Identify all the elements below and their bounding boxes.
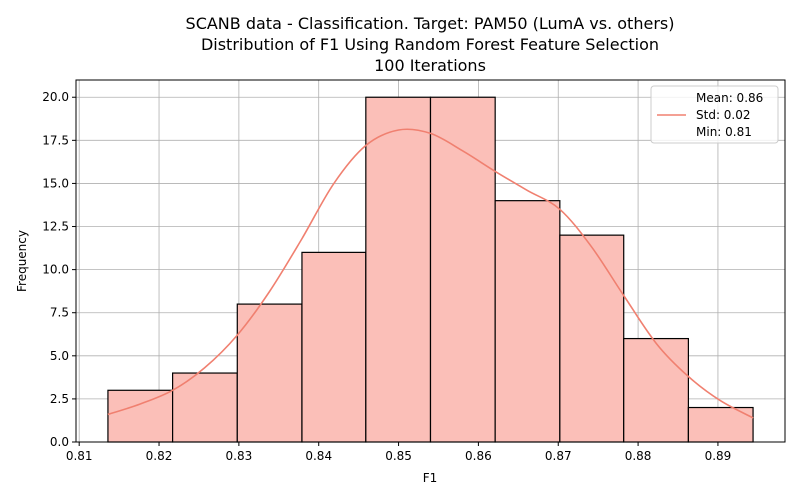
y-tick-label-6: 15.0 <box>42 176 69 190</box>
histogram-bars <box>107 96 754 443</box>
x-tick-label-5: 0.86 <box>465 449 492 463</box>
plot-frame <box>75 79 786 443</box>
histogram-bar-4 <box>365 96 432 443</box>
legend-mean: Mean: 0.86 <box>696 91 763 105</box>
histogram-bar-6 <box>494 200 561 443</box>
x-tick-label-6: 0.87 <box>545 449 572 463</box>
x-axis-label: F1 <box>423 471 438 485</box>
legend-box <box>650 85 779 144</box>
y-tick-label-2: 5.0 <box>50 349 69 363</box>
y-tick-label-5: 12.5 <box>42 220 69 234</box>
chart-title-line-2: Distribution of F1 Using Random Forest F… <box>201 35 659 54</box>
histogram-bar-2 <box>236 303 303 443</box>
y-tick-label-3: 7.5 <box>50 306 69 320</box>
y-axis-label: Frequency <box>15 230 29 292</box>
y-tick-label-8: 20.0 <box>42 90 69 104</box>
y-tick-label-1: 2.5 <box>50 392 69 406</box>
x-tick-label-1: 0.82 <box>146 449 173 463</box>
histogram-bar-3 <box>301 251 367 443</box>
x-tick-label-8: 0.89 <box>705 449 732 463</box>
chart-title-line-3: 100 Iterations <box>374 56 486 75</box>
y-axis-ticks: 0.0 2.5 5.0 7.5 10.0 12.5 15.0 17.5 20.0 <box>42 90 76 449</box>
x-axis-ticks: 0.81 0.82 0.83 0.84 0.85 0.86 0.87 0.88 0.89 <box>66 442 731 463</box>
histogram-bar-8 <box>623 337 689 443</box>
x-tick-label-3: 0.84 <box>305 449 332 463</box>
histogram-bar-0 <box>107 389 174 443</box>
kde-curve-group <box>107 128 754 419</box>
legend-std: Std: 0.02 <box>696 108 751 122</box>
x-tick-label-7: 0.88 <box>625 449 652 463</box>
histogram-bar-7 <box>559 234 625 443</box>
chart-title-line-1: SCANB data - Classification. Target: PAM… <box>186 14 675 33</box>
x-tick-label-2: 0.83 <box>226 449 253 463</box>
x-tick-label-4: 0.85 <box>385 449 412 463</box>
x-tick-label-0: 0.81 <box>66 449 93 463</box>
y-tick-label-4: 10.0 <box>42 263 69 277</box>
legend: Mean: 0.86 Std: 0.02 Min: 0.81 <box>650 85 779 144</box>
histogram-bar-5 <box>429 96 496 443</box>
legend-min: Min: 0.81 <box>696 125 752 139</box>
histogram-bar-1 <box>172 372 238 443</box>
y-tick-label-0: 0.0 <box>50 435 69 449</box>
kde-curve <box>107 128 754 419</box>
y-tick-label-7: 17.5 <box>42 133 69 147</box>
